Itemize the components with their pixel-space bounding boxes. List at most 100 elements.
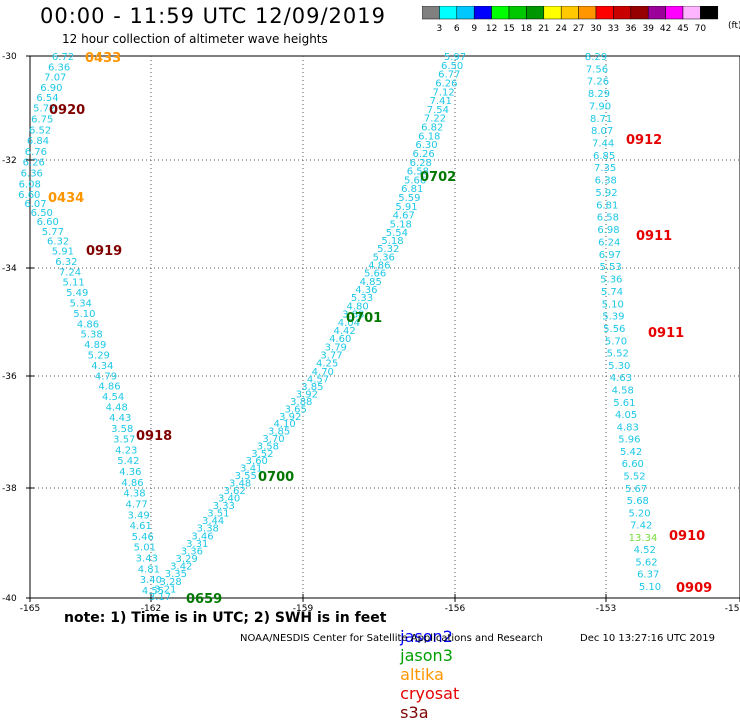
wave-height-label: 3.88 bbox=[290, 397, 312, 408]
wave-height-label: 5.18 bbox=[390, 220, 412, 231]
wave-height-label: 6.08 bbox=[19, 179, 41, 190]
wave-height-label: 6.72 bbox=[52, 52, 74, 63]
wave-height-label: 5.92 bbox=[595, 188, 617, 199]
lon-tick-label: -159 bbox=[293, 604, 314, 614]
wave-height-label: 5.10 bbox=[602, 299, 624, 310]
pass-time-label: 0910 bbox=[669, 529, 705, 544]
lon-tick-label: -153 bbox=[596, 604, 616, 614]
wave-height-label: 3.65 bbox=[285, 404, 307, 415]
wave-height-label: 5.49 bbox=[66, 288, 88, 299]
wave-height-label: 7.41 bbox=[430, 96, 452, 107]
color-scale-label: 12 bbox=[486, 24, 497, 34]
wave-height-label: 3.44 bbox=[202, 516, 224, 527]
wave-height-label: 5.01 bbox=[134, 543, 156, 554]
pass-time-label: 0700 bbox=[258, 470, 294, 485]
wave-height-label: 3.85 bbox=[301, 382, 323, 393]
wave-height-label: 4.60 bbox=[329, 334, 351, 345]
wave-height-label: 3.62 bbox=[223, 486, 245, 497]
lat-tick-label: -32 bbox=[2, 156, 17, 166]
wave-height-label: 7.56 bbox=[586, 64, 608, 75]
wave-height-label: 5.52 bbox=[623, 472, 645, 483]
pass-time-label: 0433 bbox=[85, 51, 121, 66]
wave-height-label: 4.36 bbox=[119, 467, 141, 478]
color-scale-label: 18 bbox=[521, 24, 533, 34]
wave-height-label: 7.35 bbox=[594, 163, 616, 174]
wave-height-label: 5.68 bbox=[627, 496, 649, 507]
wave-height-label: 6.52 bbox=[29, 125, 51, 136]
wave-height-label: 5.70 bbox=[605, 336, 627, 347]
wave-height-label: 6.26 bbox=[412, 149, 434, 160]
wave-height-label: 5.61 bbox=[613, 398, 635, 409]
wave-height-label: 7.26 bbox=[587, 77, 609, 88]
wave-height-label: 5.56 bbox=[603, 324, 625, 335]
track-marks: 6.726.367.076.906.545.726.756.526.846.76… bbox=[18, 51, 712, 607]
wave-height-label: 3.35 bbox=[165, 569, 187, 580]
wave-height-label: 5.53 bbox=[599, 262, 621, 273]
wave-height-label: 6.60 bbox=[37, 217, 59, 228]
wave-height-label: 7.90 bbox=[589, 101, 611, 112]
wave-height-label: 5.91 bbox=[395, 202, 417, 213]
wave-height-label: 4.58 bbox=[612, 386, 634, 397]
color-scale-label: 15 bbox=[503, 24, 514, 34]
wave-height-label: 4.43 bbox=[109, 413, 131, 424]
wave-height-label: 3.77 bbox=[320, 351, 342, 362]
wave-height-label: 4.80 bbox=[346, 301, 368, 312]
satellite-cryosat: cryosat bbox=[400, 684, 460, 703]
wave-height-label: 6.58 bbox=[597, 213, 619, 224]
wave-height-label: 4.34 bbox=[91, 361, 113, 372]
wave-height-label: 6.30 bbox=[415, 140, 437, 151]
wave-height-label: 3.38 bbox=[197, 524, 219, 535]
wave-height-label: 6.36 bbox=[21, 169, 43, 180]
color-scale-legend: 3 6 9 12 15 18 21 24 27 30 33 36 39 42 45 70 bbox=[422, 6, 719, 34]
credit-line: NOAA/NESDIS Center for Satellite Applica… bbox=[240, 633, 543, 644]
wave-height-label: 5.34 bbox=[70, 299, 92, 310]
wave-height-label: 3.79 bbox=[325, 342, 347, 353]
wave-height-label: 3.21 bbox=[154, 584, 176, 595]
wave-height-label: 6.07 bbox=[24, 199, 46, 210]
wave-height-label: 3.42 bbox=[170, 562, 192, 573]
altimeter-map: -30 -32 -34 -36 -38 -40-165 -162 -159 -156 -153 -1… bbox=[2, 51, 740, 614]
wave-height-label: 6.32 bbox=[55, 257, 77, 268]
wave-height-label: 7.42 bbox=[630, 521, 652, 532]
wave-height-label: 3.55 bbox=[235, 471, 257, 482]
wave-height-label: 6.54 bbox=[36, 93, 58, 104]
wave-height-label: 8.29 bbox=[588, 89, 610, 100]
wave-height-label: 7.44 bbox=[592, 139, 614, 150]
wave-height-label: 6.77 bbox=[438, 70, 460, 81]
page-subtitle: 12 hour collection of altimeter wave hei… bbox=[62, 32, 328, 46]
wave-height-label: 6.97 bbox=[599, 250, 621, 261]
wave-height-label: 5.36 bbox=[373, 252, 395, 263]
wave-height-label: 4.54 bbox=[102, 392, 124, 403]
wave-height-label: 4.63 bbox=[610, 373, 632, 384]
wave-height-label: 3.36 bbox=[181, 547, 203, 558]
wave-height-label: 3.41 bbox=[240, 464, 262, 475]
wave-height-label: 3.58 bbox=[257, 441, 279, 452]
wave-height-label: 5.29 bbox=[88, 351, 110, 362]
wave-height-label: 6.24 bbox=[598, 238, 620, 249]
pass-time-label: 0659 bbox=[186, 592, 222, 607]
lat-tick-label: -40 bbox=[2, 594, 17, 604]
wave-height-label: 6.84 bbox=[27, 136, 49, 147]
wave-height-label: 6.26 bbox=[435, 78, 457, 89]
wave-height-label: 4.10 bbox=[273, 419, 295, 430]
wave-height-label: 5.10 bbox=[73, 309, 95, 320]
pass-time-label: 0702 bbox=[420, 170, 456, 185]
wave-height-label: 5.39 bbox=[602, 312, 624, 323]
lat-tick-label: -30 bbox=[2, 52, 17, 62]
wave-height-label: 5.10 bbox=[639, 582, 661, 593]
wave-height-label: 3.40 bbox=[218, 493, 240, 504]
wave-height-label: 6.85 bbox=[593, 151, 615, 162]
satellite-s3a: s3a bbox=[400, 703, 429, 722]
wave-height-label: 4.57 bbox=[307, 375, 329, 386]
color-scale-label: 30 bbox=[590, 24, 602, 34]
lat-tick-label: -34 bbox=[2, 264, 17, 274]
wave-height-label: 5.46 bbox=[132, 532, 154, 543]
footer-note: note: 1) Time is in UTC; 2) SWH is in fe… bbox=[64, 610, 387, 626]
color-scale-label: 36 bbox=[625, 24, 637, 34]
wave-height-label: 5.72 bbox=[33, 104, 55, 115]
wave-height-label: 4.52 bbox=[634, 545, 656, 556]
wave-height-label: 6.81 bbox=[401, 184, 423, 195]
page-title: 00:00 - 11:59 UTC 12/09/2019 bbox=[40, 4, 386, 28]
wave-height-label: 6.36 bbox=[48, 62, 70, 73]
wave-height-label: 5.11 bbox=[62, 278, 84, 289]
